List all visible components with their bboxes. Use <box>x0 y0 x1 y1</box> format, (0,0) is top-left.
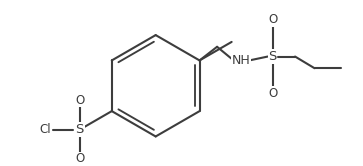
Text: Cl: Cl <box>40 123 52 136</box>
Text: NH: NH <box>232 54 251 67</box>
Text: O: O <box>75 94 84 107</box>
Text: O: O <box>75 152 84 165</box>
Text: O: O <box>268 87 277 100</box>
Text: S: S <box>76 123 84 136</box>
Text: O: O <box>268 13 277 26</box>
Text: S: S <box>269 50 277 63</box>
